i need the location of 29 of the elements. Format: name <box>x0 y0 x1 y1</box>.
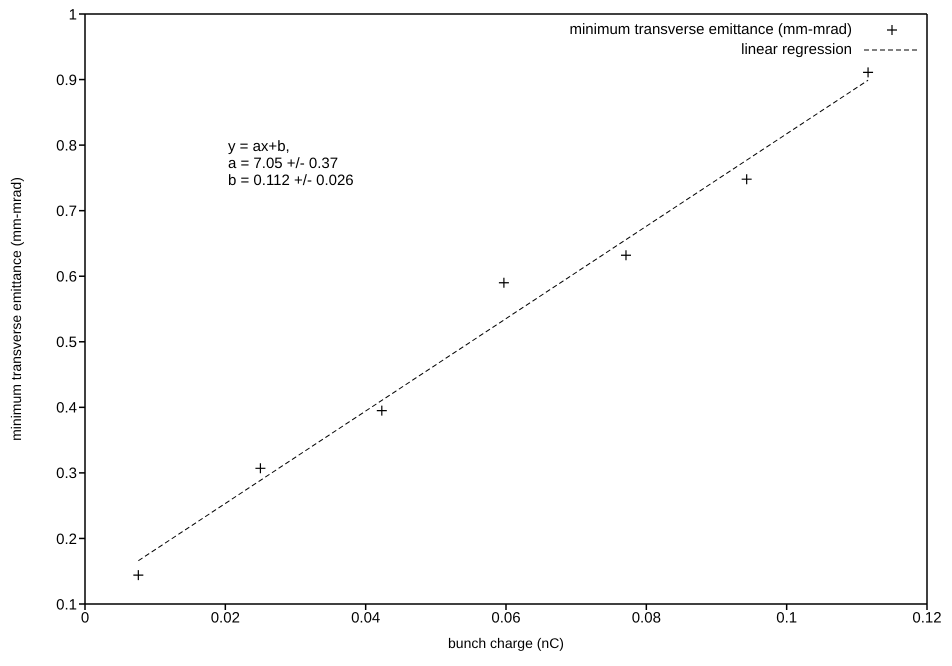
point <box>741 174 752 185</box>
x-tick-label: 0 <box>80 610 90 627</box>
point <box>862 66 874 78</box>
equation-note: y = ax+b, a = 7.05 +/- 0.37 b = 0.112 +/- 0.026 <box>228 138 354 189</box>
point <box>132 570 144 581</box>
y-tick-label: 0.8 <box>56 137 77 154</box>
y-tick-label: 0.6 <box>56 268 77 286</box>
y-tick-label: 0.4 <box>56 400 77 417</box>
y-tick-label: 0.5 <box>56 334 77 352</box>
y-tick-label: 0.7 <box>56 202 77 220</box>
y-tick-label: 1 <box>68 6 77 24</box>
legend-label: linear regression <box>741 40 852 60</box>
x-tick-label: 0.1 <box>776 610 798 627</box>
y-tick-label: 0.9 <box>56 72 77 89</box>
legend-label: minimum transverse emittance (mm-mrad) <box>569 20 852 40</box>
point <box>254 462 266 474</box>
x-tick-label: 0.04 <box>351 610 380 627</box>
y-tick-label: 0.2 <box>56 530 77 548</box>
x-axis-title: bunch charge (nC) <box>448 635 564 651</box>
x-tick-label: 0.12 <box>912 610 942 627</box>
y-axis-title: minimum transverse emittance (mm-mrad) <box>8 177 24 441</box>
y-tick-label: 0.3 <box>56 465 77 482</box>
point <box>376 405 388 416</box>
x-tick-label: 0.08 <box>632 610 661 627</box>
point <box>620 250 632 261</box>
y-tick-label: 0.1 <box>56 596 77 614</box>
x-tick-label: 0.02 <box>210 610 240 627</box>
x-tick-label: 0.06 <box>491 610 521 627</box>
point <box>498 277 510 288</box>
